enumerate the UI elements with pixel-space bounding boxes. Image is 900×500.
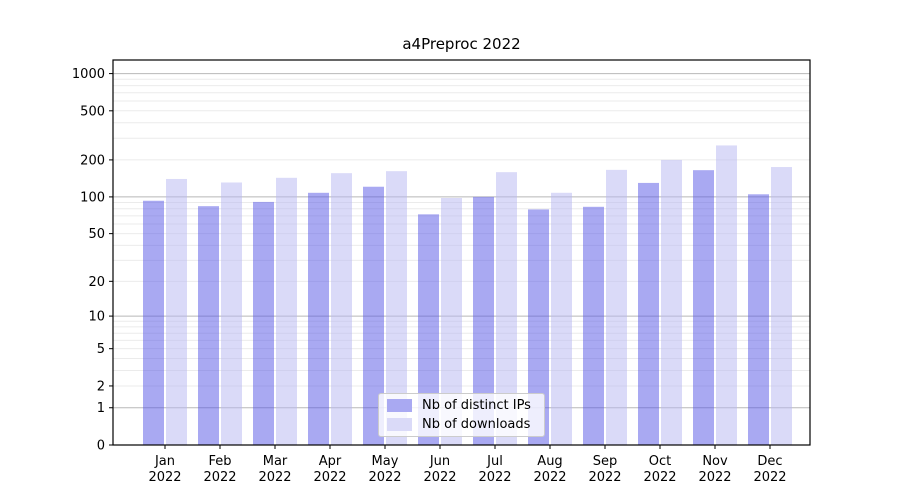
x-tick-label-month: Sep <box>593 454 618 469</box>
bar-downloads <box>441 197 462 445</box>
x-tick-label-year: 2022 <box>698 470 731 485</box>
bar-downloads <box>716 145 737 445</box>
x-tick-label-month: Feb <box>208 454 231 469</box>
x-tick-label-month: Aug <box>537 454 562 469</box>
x-tick-label-year: 2022 <box>643 470 676 485</box>
y-tick-label: 100 <box>80 190 105 205</box>
x-tick-label-year: 2022 <box>313 470 346 485</box>
bar-distinct-ips <box>143 200 164 445</box>
x-tick-label-month: Jan <box>154 454 175 469</box>
x-tick-label-month: Oct <box>649 454 671 469</box>
bar-downloads <box>496 172 517 445</box>
x-tick-label-year: 2022 <box>258 470 291 485</box>
bar-downloads <box>606 169 627 445</box>
bar-distinct-ips <box>528 209 549 445</box>
y-tick-label: 50 <box>88 227 105 242</box>
y-tick-label: 10 <box>88 310 105 325</box>
y-tick-label: 500 <box>80 104 105 119</box>
bar-distinct-ips <box>363 186 384 445</box>
bar-distinct-ips <box>473 196 494 445</box>
bar-distinct-ips <box>253 201 274 445</box>
y-tick-label: 5 <box>97 342 105 357</box>
y-tick-label: 0 <box>97 439 105 454</box>
x-tick-label-month: Jul <box>486 454 503 469</box>
bar-downloads <box>386 171 407 445</box>
legend-swatch-downloads <box>387 418 412 431</box>
x-tick-label-year: 2022 <box>753 470 786 485</box>
bar-downloads <box>166 178 187 445</box>
y-tick-label: 2 <box>97 379 105 394</box>
chart-title: a4Preproc 2022 <box>402 35 521 53</box>
x-tick-label-month: Apr <box>319 454 342 469</box>
bar-downloads <box>276 177 297 445</box>
legend-item-downloads: Nb of downloads <box>387 417 536 432</box>
legend: Nb of distinct IPs Nb of downloads <box>378 393 545 437</box>
x-tick-label-year: 2022 <box>423 470 456 485</box>
bar-distinct-ips <box>638 182 659 445</box>
x-tick-label-year: 2022 <box>533 470 566 485</box>
bar-downloads <box>221 182 242 445</box>
legend-swatch-distinct-ips <box>387 399 412 412</box>
bar-distinct-ips <box>308 192 329 445</box>
x-tick-label-year: 2022 <box>368 470 401 485</box>
x-tick-label-month: Nov <box>702 454 728 469</box>
bar-distinct-ips <box>418 214 439 445</box>
legend-label-distinct-ips: Nb of distinct IPs <box>422 398 531 413</box>
y-tick-label: 20 <box>88 275 105 290</box>
bar-downloads <box>771 167 792 445</box>
bar-distinct-ips <box>748 194 769 445</box>
x-tick-label-month: Jun <box>429 454 450 469</box>
y-tick-label: 1000 <box>72 67 105 82</box>
x-tick-label-year: 2022 <box>588 470 621 485</box>
x-tick-label-year: 2022 <box>203 470 236 485</box>
bar-distinct-ips <box>583 206 604 445</box>
x-tick-label-year: 2022 <box>148 470 181 485</box>
bar-distinct-ips <box>693 170 714 445</box>
bar-downloads <box>661 159 682 445</box>
bar-downloads <box>331 173 352 445</box>
y-tick-label: 200 <box>80 153 105 168</box>
bar-distinct-ips <box>198 206 219 445</box>
y-tick-label: 1 <box>97 401 105 416</box>
x-tick-label-month: Mar <box>263 454 288 469</box>
legend-label-downloads: Nb of downloads <box>422 417 531 432</box>
legend-item-distinct-ips: Nb of distinct IPs <box>387 398 536 413</box>
x-tick-label-month: Dec <box>757 454 782 469</box>
x-tick-label-year: 2022 <box>478 470 511 485</box>
plot-border <box>112 59 811 446</box>
bar-downloads <box>551 192 572 445</box>
x-tick-label-month: May <box>372 454 399 469</box>
